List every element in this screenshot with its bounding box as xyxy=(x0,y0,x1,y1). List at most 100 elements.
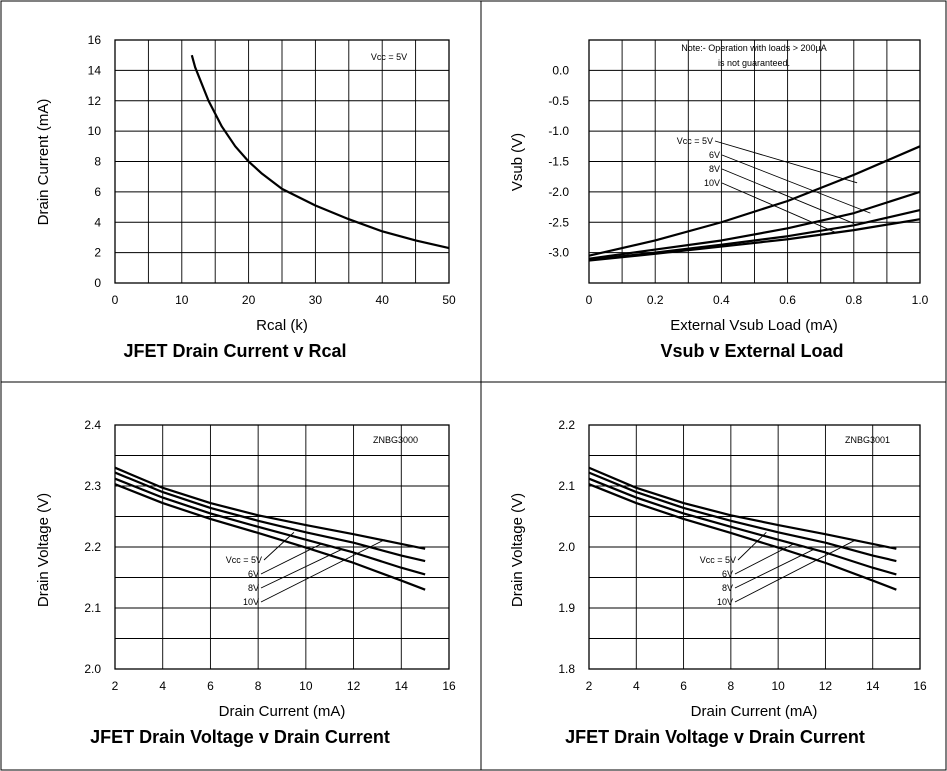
x-tick-label: 20 xyxy=(242,293,256,307)
y-axis-label: Drain Voltage (V) xyxy=(509,493,526,607)
x-tick-label: 0.4 xyxy=(713,293,730,307)
y-tick-label: 2.4 xyxy=(84,418,101,432)
y-tick-label: 4 xyxy=(94,215,101,229)
x-tick-label: 14 xyxy=(866,679,880,693)
x-tick-label: 1.0 xyxy=(912,293,929,307)
y-tick-label: 2.2 xyxy=(558,418,575,432)
plot-area-frame xyxy=(588,424,921,670)
y-axis-label: Drain Voltage (V) xyxy=(35,493,52,607)
series-line xyxy=(588,471,897,563)
x-tick-label: 14 xyxy=(395,679,409,693)
series-line xyxy=(114,483,426,591)
x-tick-label: 16 xyxy=(442,679,456,693)
x-tick-label: 10 xyxy=(771,679,785,693)
series-leader-line xyxy=(721,168,854,224)
x-tick-label: 2 xyxy=(586,679,593,693)
chart-title: Vsub v External Load xyxy=(660,341,843,361)
y-tick-label: 10 xyxy=(88,124,102,138)
x-tick-label: 6 xyxy=(680,679,687,693)
x-tick-label: 12 xyxy=(819,679,833,693)
y-tick-label: 2.1 xyxy=(84,601,101,615)
x-tick-label: 10 xyxy=(299,679,313,693)
device-annotation: ZNBG3001 xyxy=(845,435,890,445)
y-tick-label: 8 xyxy=(94,155,101,169)
y-tick-label: -1.5 xyxy=(548,155,569,169)
y-tick-label: -0.5 xyxy=(548,94,569,108)
note-line-2: is not guaranteed. xyxy=(718,58,790,68)
series-line xyxy=(190,54,450,250)
series-leader-line xyxy=(734,542,795,575)
series-leader-line xyxy=(721,154,871,214)
y-tick-label: 0.0 xyxy=(552,63,569,77)
series-label: 10V xyxy=(704,178,720,188)
series-line xyxy=(114,477,426,576)
y-tick-label: 14 xyxy=(88,63,102,77)
series-label: 8V xyxy=(709,164,720,174)
x-tick-label: 6 xyxy=(207,679,214,693)
y-tick-label: 2.2 xyxy=(84,540,101,554)
series-leader-line xyxy=(260,549,342,589)
y-tick-label: 16 xyxy=(88,33,102,47)
series-label: Vcc = 5V xyxy=(677,136,713,146)
x-tick-label: 30 xyxy=(309,293,323,307)
y-tick-label: 2 xyxy=(94,246,101,260)
vcc-annotation: Vcc = 5V xyxy=(371,52,407,62)
x-tick-label: 0.6 xyxy=(779,293,796,307)
series-label: Vcc = 5V xyxy=(700,555,736,565)
y-tick-label: 1.9 xyxy=(558,601,575,615)
x-tick-label: 4 xyxy=(159,679,166,693)
x-tick-label: 0 xyxy=(586,293,593,307)
series-label: 6V xyxy=(722,569,733,579)
x-tick-label: 8 xyxy=(255,679,262,693)
series-leader-line xyxy=(734,549,814,589)
series-leader-line xyxy=(714,140,858,184)
series-leader-line xyxy=(263,532,295,561)
x-axis-label: Drain Current (mA) xyxy=(691,703,818,720)
series-line xyxy=(588,190,921,260)
series-label: 6V xyxy=(248,569,259,579)
series-leader-line xyxy=(260,539,385,603)
x-axis-label: External Vsub Load (mA) xyxy=(670,317,838,334)
series-label: 10V xyxy=(243,597,259,607)
y-tick-label: -2.5 xyxy=(548,215,569,229)
x-tick-label: 10 xyxy=(175,293,189,307)
series-leader-line xyxy=(260,542,323,575)
chart-drain-voltage-znbg3000: JFET Drain Voltage v Drain Current Drain… xyxy=(35,418,456,747)
x-axis-label: Drain Current (mA) xyxy=(219,703,346,720)
series-line xyxy=(588,209,921,262)
x-tick-label: 0 xyxy=(112,293,119,307)
y-tick-label: 6 xyxy=(94,185,101,199)
series-label: Vcc = 5V xyxy=(226,555,262,565)
y-tick-label: 2.0 xyxy=(558,540,575,554)
chart-title: JFET Drain Voltage v Drain Current xyxy=(90,727,390,747)
x-tick-label: 8 xyxy=(728,679,735,693)
y-tick-label: 0 xyxy=(94,276,101,290)
chart-title: JFET Drain Voltage v Drain Current xyxy=(565,727,865,747)
series-leader-line xyxy=(734,539,857,603)
y-axis-label: Drain Current (mA) xyxy=(35,99,52,226)
y-tick-label: -2.0 xyxy=(548,185,569,199)
x-tick-label: 50 xyxy=(442,293,456,307)
series-line xyxy=(588,477,897,576)
x-tick-label: 40 xyxy=(376,293,390,307)
x-tick-label: 0.2 xyxy=(647,293,664,307)
series-label: 8V xyxy=(722,583,733,593)
x-tick-label: 0.8 xyxy=(845,293,862,307)
x-tick-label: 12 xyxy=(347,679,361,693)
y-tick-label: -1.0 xyxy=(548,124,569,138)
series-line xyxy=(588,466,897,550)
x-tick-label: 16 xyxy=(913,679,927,693)
note-line-1: Note:- Operation with loads > 200µA xyxy=(681,43,827,53)
x-tick-label: 2 xyxy=(112,679,119,693)
chart-drain-voltage-znbg3001: JFET Drain Voltage v Drain Current Drain… xyxy=(509,418,927,747)
y-tick-label: 2.1 xyxy=(558,479,575,493)
x-tick-label: 4 xyxy=(633,679,640,693)
plot-area-frame xyxy=(114,424,450,670)
series-line xyxy=(114,471,426,563)
series-line xyxy=(588,483,897,591)
device-annotation: ZNBG3000 xyxy=(373,435,418,445)
y-axis-label: Vsub (V) xyxy=(509,133,526,191)
series-label: 8V xyxy=(248,583,259,593)
